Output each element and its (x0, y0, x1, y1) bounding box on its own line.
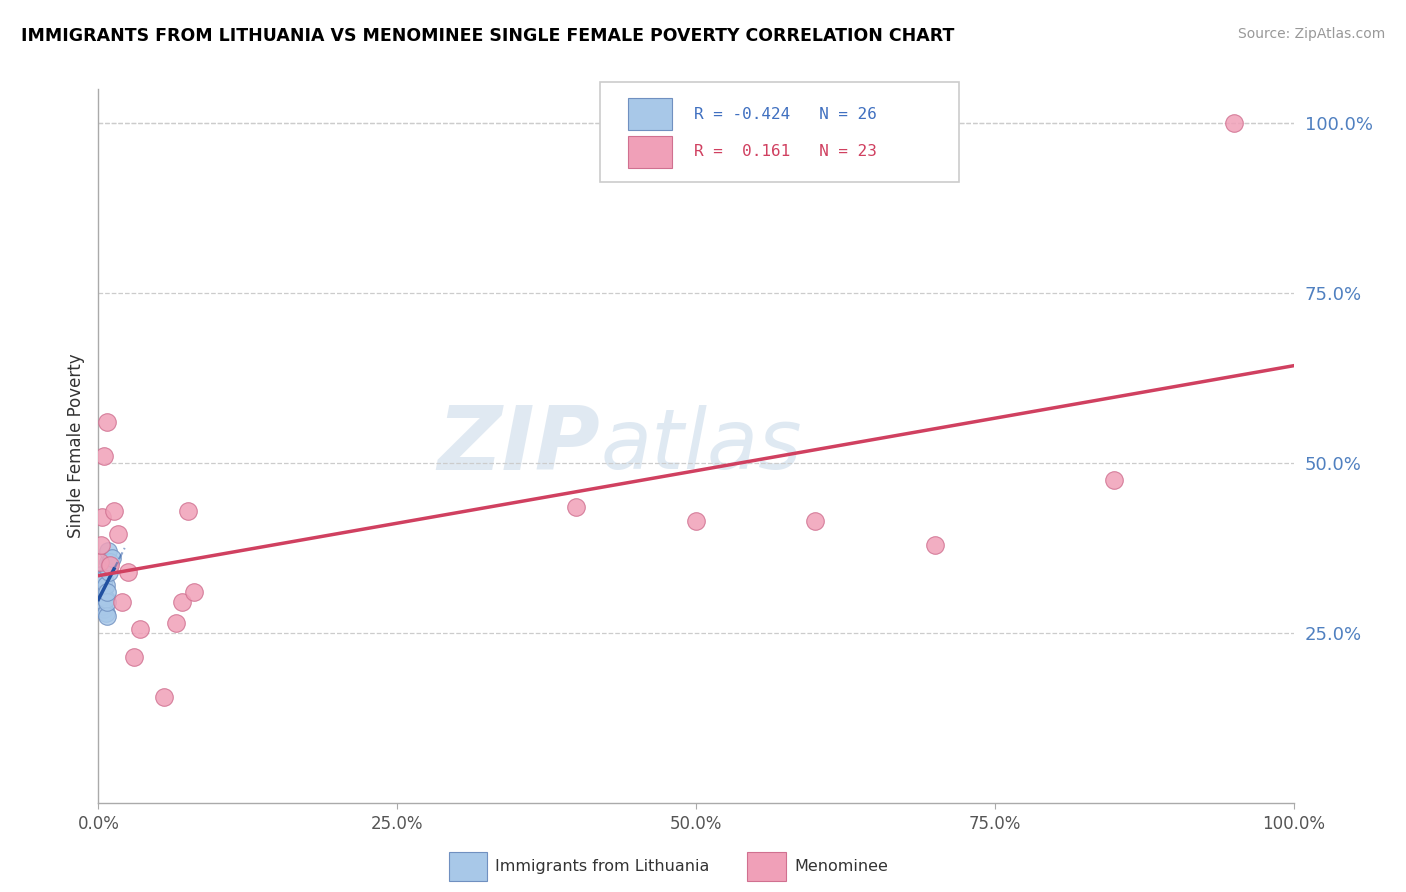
Point (96, 585, 118, 599)
FancyBboxPatch shape (600, 82, 959, 182)
Point (94, 591, 117, 606)
Point (91, 599, 114, 613)
Point (124, 649, 146, 664)
Point (93, 449, 115, 463)
Text: Source: ZipAtlas.com: Source: ZipAtlas.com (1237, 27, 1385, 41)
Point (177, 503, 200, 517)
Point (100, 551, 122, 566)
Point (94, 606, 117, 620)
Point (804, 514, 827, 528)
Point (91, 589, 114, 603)
Point (89, 582, 111, 596)
Point (94, 578, 117, 592)
Point (1102, 473, 1125, 487)
Point (172, 595, 194, 609)
Point (183, 585, 205, 599)
Point (924, 537, 946, 551)
FancyBboxPatch shape (628, 136, 672, 168)
Point (98, 555, 122, 569)
Text: Menominee: Menominee (794, 859, 887, 874)
Point (111, 595, 134, 609)
Point (91, 585, 114, 599)
Point (90, 568, 112, 582)
Y-axis label: Single Female Poverty: Single Female Poverty (66, 354, 84, 538)
Text: R = -0.424   N = 26: R = -0.424 N = 26 (693, 107, 876, 121)
Text: R =  0.161   N = 23: R = 0.161 N = 23 (693, 145, 876, 160)
Point (97, 555, 120, 569)
Point (89, 555, 111, 569)
Point (107, 527, 129, 541)
Point (90, 578, 112, 592)
Point (90, 589, 112, 603)
Point (93, 602, 115, 616)
Point (93, 572, 115, 586)
Text: Immigrants from Lithuania: Immigrants from Lithuania (495, 859, 710, 874)
Text: ZIP: ZIP (437, 402, 600, 490)
Text: atlas: atlas (600, 406, 801, 486)
Point (90, 537, 112, 551)
Point (89, 574, 111, 589)
Point (98, 558, 122, 572)
Point (96, 608, 118, 623)
Point (165, 615, 187, 630)
Point (565, 500, 588, 515)
Point (1222, 116, 1246, 130)
Point (96, 595, 118, 609)
Text: IMMIGRANTS FROM LITHUANIA VS MENOMINEE SINGLE FEMALE POVERTY CORRELATION CHART: IMMIGRANTS FROM LITHUANIA VS MENOMINEE S… (21, 27, 955, 45)
Point (129, 623, 152, 637)
FancyBboxPatch shape (628, 98, 672, 130)
Point (91, 595, 114, 609)
Point (103, 503, 125, 517)
Point (685, 514, 707, 528)
Point (91, 572, 114, 586)
FancyBboxPatch shape (449, 852, 486, 880)
Point (98, 565, 121, 579)
Point (153, 690, 176, 705)
Point (97, 544, 120, 558)
Point (93, 582, 115, 596)
Point (96, 415, 118, 429)
Point (91, 510, 114, 524)
Point (93, 595, 115, 609)
FancyBboxPatch shape (748, 852, 786, 880)
Point (117, 565, 139, 579)
Point (91, 574, 114, 589)
